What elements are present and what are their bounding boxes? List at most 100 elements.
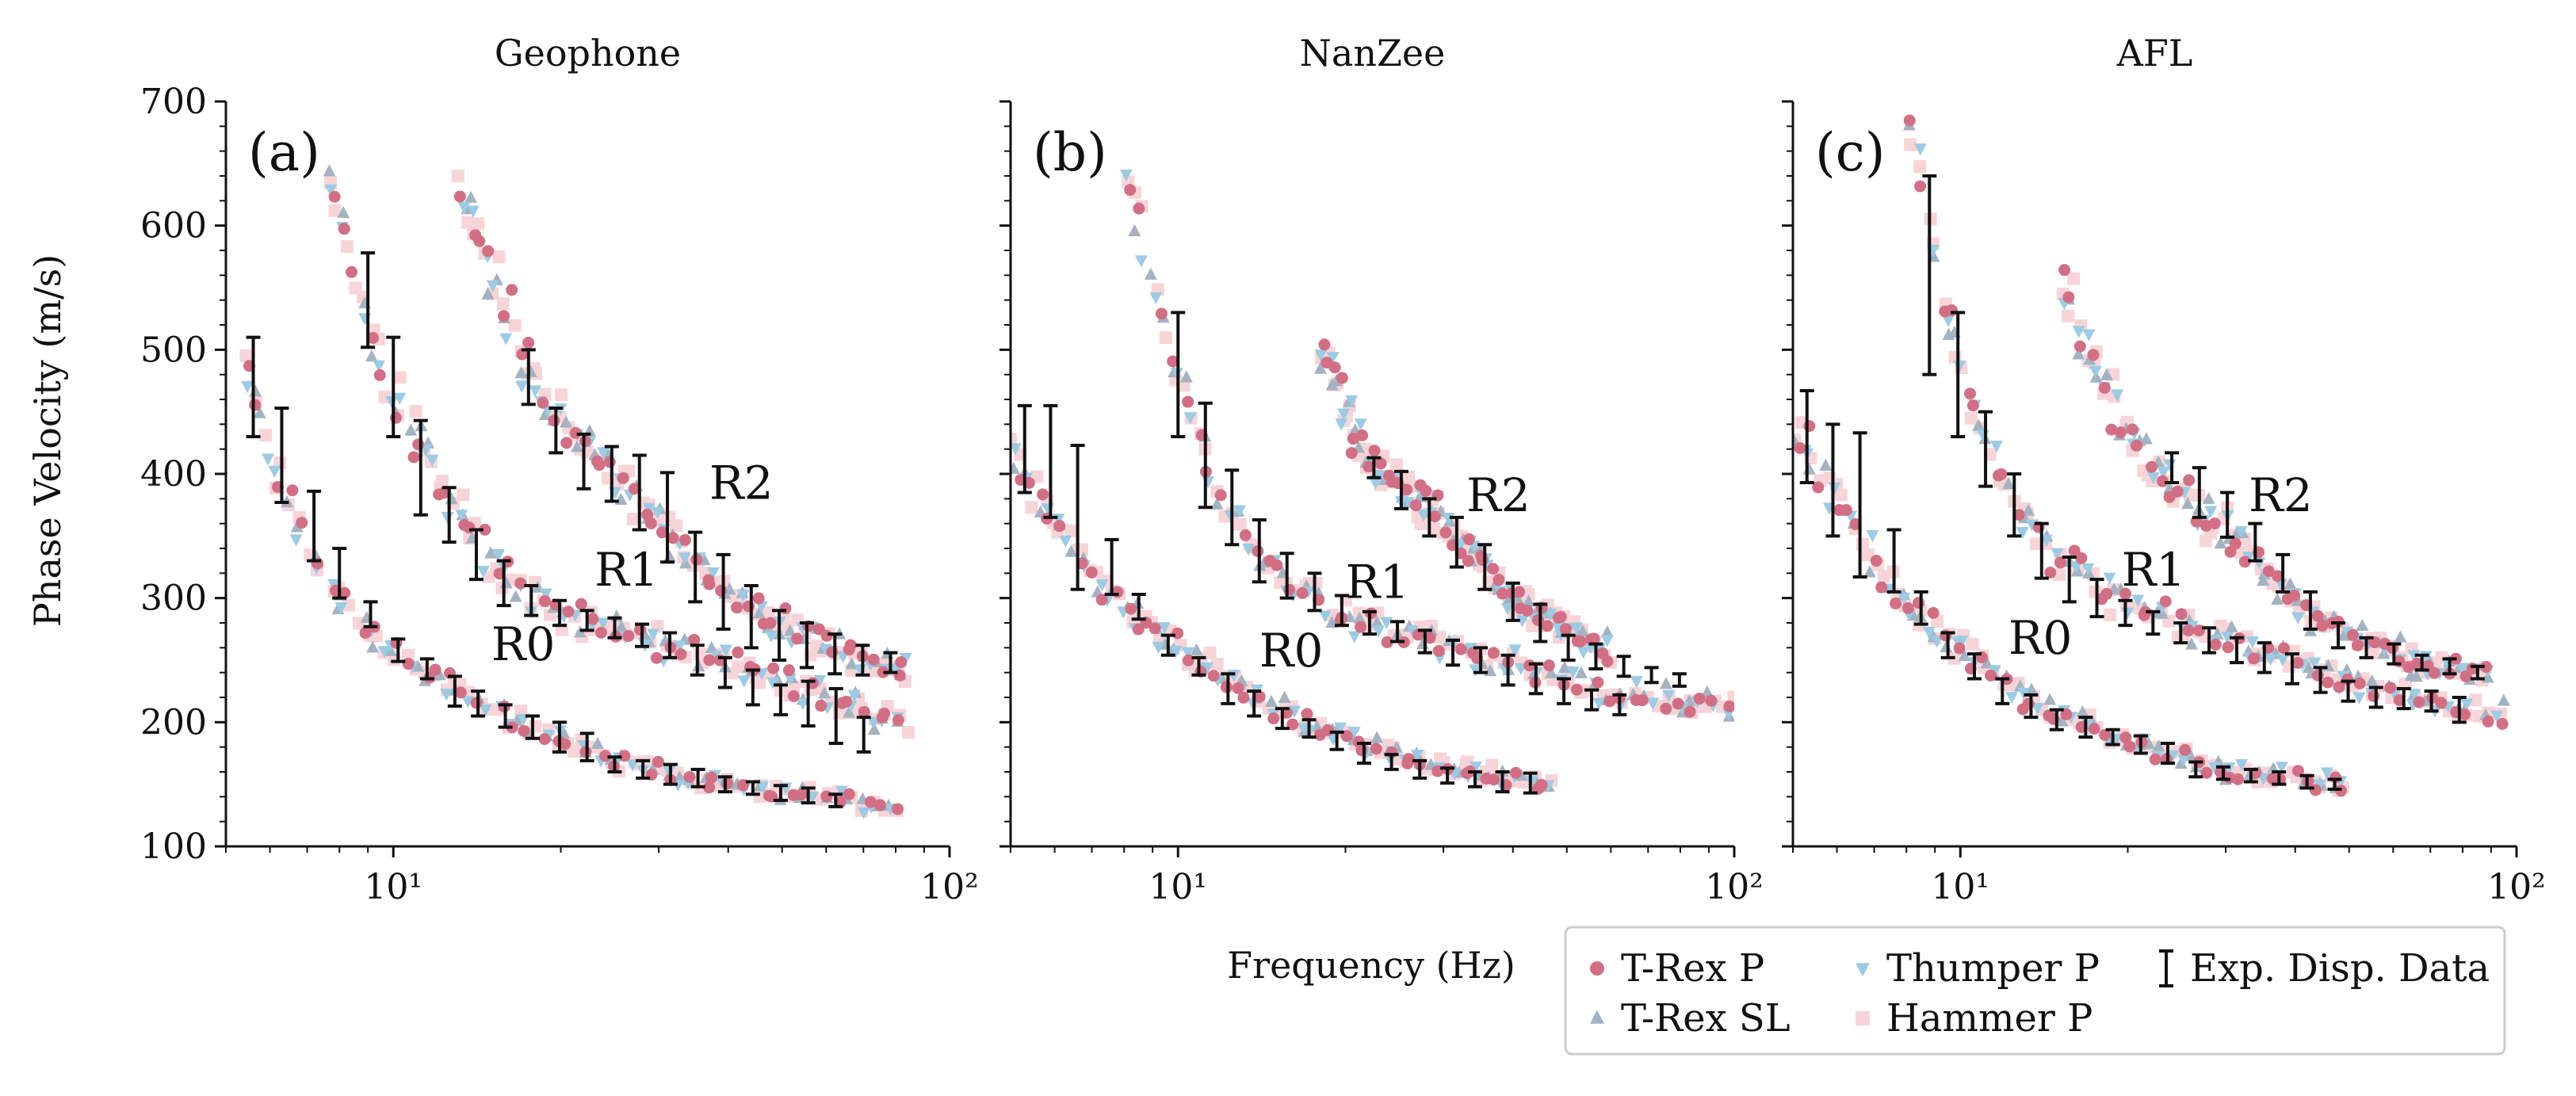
marker-hammer_p [568, 744, 581, 758]
legend-label: T-Rex SL [1621, 996, 1791, 1041]
marker-trex_p [1301, 708, 1313, 720]
marker-trex_p [1363, 460, 1375, 473]
marker-trex_p [1488, 773, 1500, 786]
marker-thumper_p [1411, 750, 1424, 762]
mode-label-r1: R1 [594, 543, 659, 597]
marker-trex_p [1420, 484, 1432, 497]
error-bar [883, 651, 898, 674]
marker-thumper_p [1866, 530, 1879, 543]
legend-marker-hammer_p [1856, 1011, 1870, 1025]
marker-trex_sl [2271, 592, 2284, 605]
marker-trex_p [506, 284, 518, 296]
marker-thumper_p [2081, 563, 2095, 575]
marker-trex_p [703, 781, 716, 794]
marker-trex_p [892, 803, 904, 815]
marker-trex_p [2139, 605, 2152, 618]
error-bar [801, 679, 816, 728]
marker-trex_p [412, 438, 425, 451]
marker-thumper_p [1119, 169, 1133, 182]
marker-trex_sl [2225, 620, 2238, 632]
panel-title: AFL [2116, 32, 2193, 74]
marker-hammer_p [1461, 755, 1474, 769]
mode-label-r0: R0 [491, 617, 556, 671]
error-bar [246, 335, 261, 438]
marker-thumper_p [1469, 664, 1482, 677]
marker-trex_p [2175, 608, 2188, 621]
marker-trex_sl [1278, 690, 1291, 703]
mode-label-r2: R2 [2249, 468, 2313, 522]
marker-trex_p [2044, 566, 2057, 579]
marker-thumper_p [426, 454, 439, 467]
marker-trex_p [2496, 717, 2509, 730]
marker-trex_p [473, 235, 486, 247]
y-tick-label: 500 [140, 330, 207, 370]
marker-hammer_p [402, 648, 415, 662]
marker-trex_sl [1574, 666, 1588, 678]
marker-trex_p [1901, 601, 1914, 614]
marker-trex_sl [752, 606, 766, 619]
marker-thumper_p [2177, 754, 2191, 766]
marker-trex_sl [253, 406, 266, 418]
legend-item-hammer_p: Hammer P [1856, 996, 2093, 1041]
error-bar [1390, 620, 1405, 643]
marker-trex_p [2346, 628, 2359, 641]
marker-trex_p [569, 426, 582, 439]
error-bar [2105, 727, 2120, 747]
error-bar [307, 489, 322, 563]
panel-title: Geophone [495, 32, 681, 74]
marker-trex_p [617, 472, 629, 484]
marker-trex_p [402, 658, 415, 670]
error-bar [801, 786, 816, 805]
marker-trex_p [482, 245, 495, 258]
marker-thumper_p [2456, 663, 2469, 675]
marker-thumper_p [1347, 727, 1361, 739]
mode-label-r1: R1 [1345, 556, 1409, 609]
x-tick-label: 10¹ [1148, 867, 1207, 907]
marker-trex_sl [1557, 660, 1571, 674]
error-bar [1978, 410, 1993, 488]
marker-trex_p [1927, 606, 1940, 619]
marker-thumper_p [378, 646, 392, 659]
error-bar [1279, 552, 1294, 600]
marker-trex_sl [1144, 267, 1157, 280]
marker-hammer_p [555, 388, 568, 402]
marker-hammer_p [1485, 758, 1499, 772]
marker-trex_p [1182, 654, 1194, 666]
marker-trex_p [1523, 659, 1536, 672]
y-tick-label: 400 [140, 454, 207, 495]
marker-hammer_p [340, 240, 354, 254]
legend-item-thumper_p: Thumper P [1856, 946, 2100, 991]
marker-trex_p [2238, 556, 2251, 568]
marker-thumper_p [2352, 692, 2366, 705]
marker-trex_p [2232, 773, 2245, 785]
error-bar [2272, 770, 2287, 786]
marker-trex_p [1953, 642, 1966, 655]
marker-trex_p [1148, 622, 1161, 635]
marker-trex_p [1603, 695, 1616, 708]
mode-label-r2: R2 [709, 456, 774, 510]
marker-trex_p [599, 750, 612, 762]
marker-thumper_p [241, 380, 254, 393]
marker-trex_p [2073, 340, 2086, 353]
marker-thumper_p [486, 280, 499, 292]
error-bar [828, 687, 843, 745]
error-bar [1468, 770, 1483, 789]
error-bar [1043, 403, 1058, 519]
marker-trex_p [1890, 598, 1902, 610]
marker-trex_p [873, 799, 886, 811]
marker-trex_p [2291, 656, 2304, 669]
marker-trex_p [429, 663, 441, 676]
error-bar [521, 348, 536, 407]
marker-trex_p [2179, 743, 2192, 756]
marker-thumper_p [2204, 506, 2218, 518]
marker-thumper_p [1646, 697, 1660, 710]
error-bar [855, 643, 870, 677]
marker-trex_p [1875, 581, 1888, 594]
marker-thumper_p [1898, 592, 1911, 605]
marker-trex_p [779, 602, 792, 615]
marker-trex_p [843, 788, 855, 800]
error-bar [1852, 431, 1867, 579]
series-exp [246, 251, 898, 808]
error-bar [1886, 528, 1901, 594]
marker-thumper_p [1183, 412, 1197, 425]
